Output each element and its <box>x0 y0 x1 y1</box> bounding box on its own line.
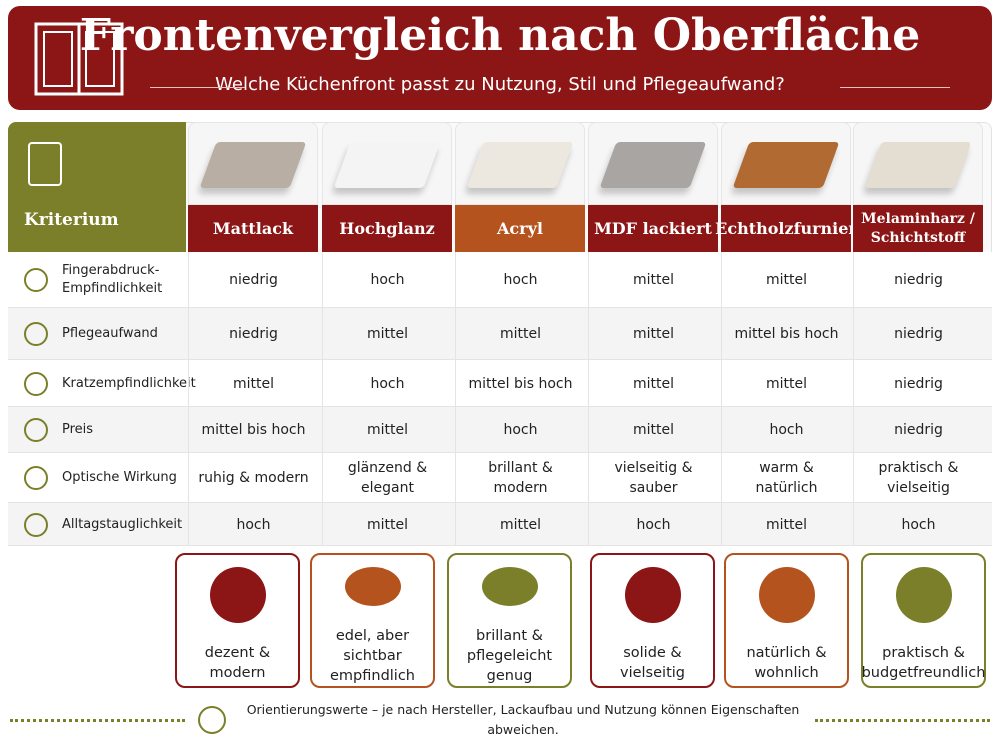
info-icon <box>198 706 226 734</box>
summary-card: dezent & modern <box>175 553 300 688</box>
title: Frontenvergleich nach Oberfläche <box>79 10 921 61</box>
cabinet-icon <box>34 22 124 96</box>
dotted-rule <box>10 719 185 722</box>
table-cell: ruhig & modern <box>188 453 318 503</box>
table-cell: niedrig <box>853 308 983 360</box>
table-cell: mittel <box>188 360 318 407</box>
row-icon <box>24 466 48 490</box>
table-cell: warm & natürlich <box>721 453 851 503</box>
row-label: Alltagstauglichkeit <box>62 516 183 532</box>
card-text: dezent & modern <box>204 645 271 681</box>
table-cell: mittel bis hoch <box>188 407 318 453</box>
row-label: Optische Wirkung <box>62 470 177 485</box>
table-cell: mittel <box>721 252 851 308</box>
row-label: Kratzempfindlichkeit <box>62 375 196 391</box>
table-cell: hoch <box>188 503 318 546</box>
table-cell: hoch <box>455 252 585 308</box>
card-text: brillant & pflegeleicht genug <box>466 628 553 684</box>
row-band <box>8 503 992 546</box>
summary-card: natürlich & wohnlich <box>724 553 849 688</box>
table-cell: niedrig <box>188 308 318 360</box>
table-cell: niedrig <box>853 407 983 453</box>
table-cell: hoch <box>455 407 585 453</box>
row-label: Preis <box>62 422 94 437</box>
row-icon <box>24 268 48 292</box>
card-text: edel, aber sichtbar empfindlich <box>330 628 415 684</box>
table-cell: praktisch & vielseitig <box>853 453 983 503</box>
table-cell: hoch <box>322 252 452 308</box>
row-label: Fingerabdruck- Empfindlichkeit <box>62 263 163 296</box>
rule <box>150 87 245 88</box>
table-cell: hoch <box>853 503 983 546</box>
table-cell: glänzend & elegant <box>322 453 452 503</box>
summary-card: praktisch & budgetfreundlich <box>861 553 986 688</box>
summary-card: edel, aber sichtbar empfindlich <box>310 553 435 688</box>
summary-card: solide & vielseitig <box>590 553 715 688</box>
table-cell: niedrig <box>188 252 318 308</box>
footer-note: Orientierungswerte – je nach Hersteller,… <box>246 702 800 737</box>
dotted-rule <box>815 719 990 722</box>
table-cell: mittel <box>588 308 718 360</box>
table-cell: niedrig <box>853 360 983 407</box>
row-icon <box>24 322 48 346</box>
table-cell: mittel <box>588 407 718 453</box>
table-cell: hoch <box>721 407 851 453</box>
row-icon <box>24 512 48 537</box>
card-icon <box>758 567 815 623</box>
sample-slab <box>199 142 307 188</box>
row-icon <box>24 418 48 442</box>
card-icon <box>344 567 401 606</box>
row-band <box>8 453 992 503</box>
card-icon <box>481 567 538 606</box>
row-band <box>8 308 992 360</box>
row-label: Pflegeaufwand <box>62 326 158 341</box>
table-cell: mittel bis hoch <box>455 360 585 407</box>
table-cell: brillant & modern <box>455 453 585 503</box>
rule <box>840 87 950 88</box>
table-cell: mittel <box>322 407 452 453</box>
table-cell: hoch <box>322 360 452 407</box>
card-icon <box>624 567 681 623</box>
clipboard-icon <box>28 142 62 186</box>
table-cell: niedrig <box>853 252 983 308</box>
sample-slab <box>333 142 441 188</box>
row-band <box>8 407 992 453</box>
sample-slab <box>599 142 707 188</box>
sample-slab <box>732 142 840 188</box>
table-cell: mittel <box>322 308 452 360</box>
card-icon <box>209 567 266 623</box>
column-header: Mattlack <box>188 205 318 252</box>
card-icon <box>895 567 952 623</box>
column-header: Echtholzfurnier <box>715 205 857 252</box>
card-text: solide & vielseitig <box>620 645 685 681</box>
row-band <box>8 252 992 308</box>
table-cell: hoch <box>588 503 718 546</box>
table-cell: mittel <box>455 308 585 360</box>
table-cell: mittel <box>588 252 718 308</box>
row-band <box>8 360 992 407</box>
table-cell: mittel <box>322 503 452 546</box>
table-cell: mittel <box>721 503 851 546</box>
summary-card: brillant & pflegeleicht genug <box>447 553 572 688</box>
card-text: praktisch & budgetfreundlich <box>861 645 986 681</box>
table-cell: mittel bis hoch <box>721 308 851 360</box>
table-cell: mittel <box>588 360 718 407</box>
table-cell: mittel <box>455 503 585 546</box>
row-icon <box>24 371 48 396</box>
card-text: natürlich & wohnlich <box>746 645 827 681</box>
sample-slab <box>466 142 574 188</box>
column-header: MDF lackiert <box>588 205 718 252</box>
subtitle: Welche Küchenfront passt zu Nutzung, Sti… <box>215 74 785 95</box>
table-cell: vielseitig & sauber <box>588 453 718 503</box>
header-band <box>8 6 992 110</box>
column-header: Hochglanz <box>322 205 452 252</box>
sample-slab <box>864 142 972 188</box>
column-header: Acryl <box>455 205 585 252</box>
column-header: Melaminharz / Schichtstoff <box>853 205 983 252</box>
table-cell: mittel <box>721 360 851 407</box>
